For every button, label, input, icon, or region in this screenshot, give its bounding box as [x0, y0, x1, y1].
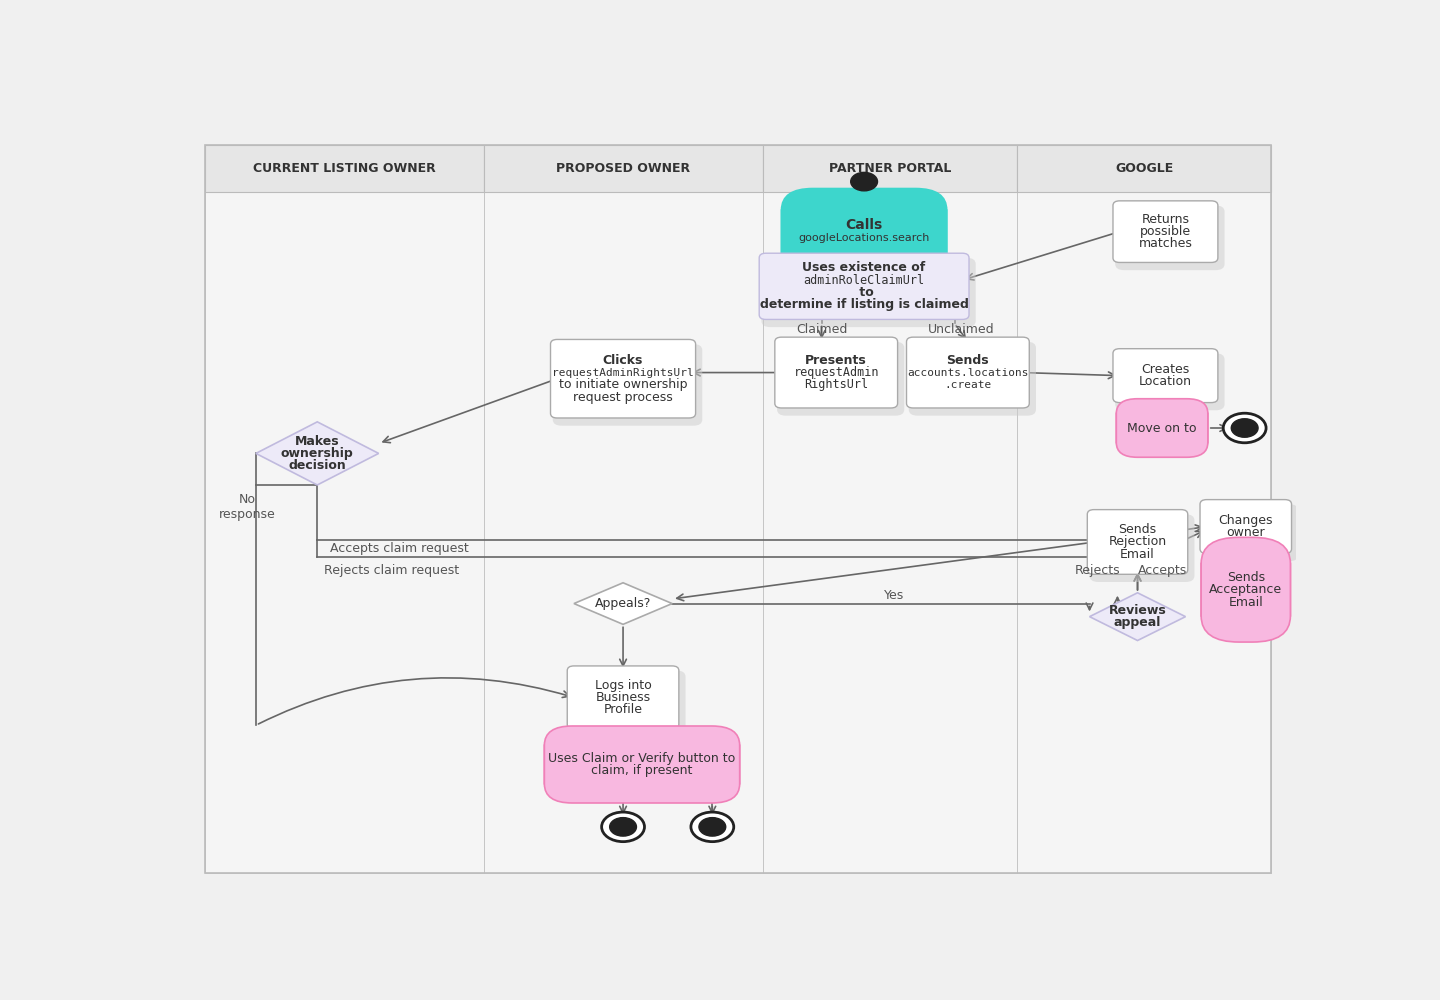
- Circle shape: [609, 818, 636, 836]
- FancyBboxPatch shape: [484, 192, 763, 873]
- Text: request process: request process: [573, 391, 672, 404]
- Polygon shape: [256, 422, 379, 485]
- Text: Sends: Sends: [946, 354, 989, 367]
- Text: Sends: Sends: [1119, 523, 1156, 536]
- FancyBboxPatch shape: [1115, 205, 1224, 270]
- Text: .create: .create: [945, 380, 992, 390]
- Text: Sends: Sends: [1227, 571, 1264, 584]
- Text: Move on to: Move on to: [1128, 422, 1197, 434]
- FancyBboxPatch shape: [569, 671, 685, 737]
- FancyBboxPatch shape: [484, 145, 763, 192]
- Text: Uses Claim or Verify button to: Uses Claim or Verify button to: [549, 752, 736, 765]
- Text: accounts.locations: accounts.locations: [907, 368, 1028, 378]
- FancyBboxPatch shape: [782, 189, 946, 275]
- Polygon shape: [575, 583, 672, 624]
- FancyBboxPatch shape: [759, 253, 969, 319]
- Text: possible: possible: [1140, 225, 1191, 238]
- Circle shape: [698, 818, 726, 836]
- Text: Presents: Presents: [805, 354, 867, 367]
- FancyBboxPatch shape: [762, 258, 976, 327]
- Text: Accepts claim request: Accepts claim request: [330, 542, 469, 555]
- Text: Logs into: Logs into: [595, 679, 651, 692]
- Circle shape: [851, 172, 877, 191]
- Text: Calls: Calls: [845, 218, 883, 232]
- FancyBboxPatch shape: [909, 342, 1035, 416]
- Text: appeal: appeal: [1115, 616, 1161, 629]
- Text: Accepts: Accepts: [1138, 564, 1187, 577]
- FancyBboxPatch shape: [763, 192, 1017, 873]
- FancyBboxPatch shape: [1017, 192, 1272, 873]
- FancyBboxPatch shape: [1202, 504, 1299, 561]
- Text: Email: Email: [1120, 548, 1155, 561]
- Text: Location: Location: [1139, 375, 1192, 388]
- FancyBboxPatch shape: [544, 726, 740, 803]
- Text: Acceptance: Acceptance: [1210, 583, 1283, 596]
- Text: Yes: Yes: [884, 589, 904, 602]
- FancyBboxPatch shape: [1115, 353, 1224, 410]
- Text: owner: owner: [1227, 526, 1266, 539]
- Text: Uses existence of: Uses existence of: [802, 261, 926, 274]
- Text: Email: Email: [1228, 596, 1263, 609]
- Circle shape: [1223, 413, 1266, 443]
- FancyBboxPatch shape: [544, 745, 740, 784]
- Text: Appeals?: Appeals?: [595, 597, 651, 610]
- Polygon shape: [1090, 593, 1185, 641]
- FancyBboxPatch shape: [1113, 201, 1218, 262]
- Text: Makes: Makes: [295, 435, 340, 448]
- FancyBboxPatch shape: [1090, 514, 1194, 582]
- Text: Clicks: Clicks: [603, 354, 644, 367]
- Text: matches: matches: [1139, 237, 1192, 250]
- FancyBboxPatch shape: [550, 339, 696, 418]
- Text: No
response: No response: [219, 493, 275, 521]
- FancyBboxPatch shape: [567, 666, 678, 729]
- Circle shape: [691, 812, 734, 842]
- FancyBboxPatch shape: [1017, 145, 1272, 192]
- Text: googleLocations.search: googleLocations.search: [798, 233, 930, 243]
- Text: Business: Business: [596, 691, 651, 704]
- FancyBboxPatch shape: [1200, 500, 1292, 554]
- Text: PARTNER PORTAL: PARTNER PORTAL: [828, 162, 950, 175]
- Text: CURRENT LISTING OWNER: CURRENT LISTING OWNER: [252, 162, 435, 175]
- Text: adminRoleClaimUrl: adminRoleClaimUrl: [804, 274, 924, 287]
- FancyBboxPatch shape: [907, 337, 1030, 408]
- Text: claim, if present: claim, if present: [592, 764, 693, 777]
- FancyBboxPatch shape: [204, 192, 484, 873]
- Text: Creates: Creates: [1142, 363, 1189, 376]
- Text: Changes: Changes: [1218, 514, 1273, 527]
- FancyBboxPatch shape: [1116, 413, 1208, 443]
- FancyBboxPatch shape: [1201, 564, 1290, 616]
- Text: determine if listing is claimed: determine if listing is claimed: [760, 298, 969, 311]
- Circle shape: [1231, 419, 1259, 437]
- Text: to: to: [855, 286, 874, 299]
- FancyBboxPatch shape: [1113, 349, 1218, 403]
- FancyBboxPatch shape: [204, 145, 484, 192]
- FancyBboxPatch shape: [763, 145, 1017, 192]
- Text: Claimed: Claimed: [796, 323, 847, 336]
- Text: requestAdminRightsUrl: requestAdminRightsUrl: [552, 368, 694, 378]
- Circle shape: [602, 812, 645, 842]
- Text: to initiate ownership: to initiate ownership: [559, 378, 687, 391]
- Text: Unclaimed: Unclaimed: [927, 323, 995, 336]
- FancyBboxPatch shape: [1201, 537, 1290, 642]
- FancyBboxPatch shape: [1087, 510, 1188, 574]
- FancyBboxPatch shape: [778, 342, 904, 416]
- Text: Returns: Returns: [1142, 213, 1189, 226]
- Text: requestAdmin: requestAdmin: [793, 366, 878, 379]
- Text: Rejection: Rejection: [1109, 535, 1166, 548]
- Text: GOOGLE: GOOGLE: [1115, 162, 1174, 175]
- Text: Profile: Profile: [603, 703, 642, 716]
- Text: Reviews: Reviews: [1109, 604, 1166, 617]
- Text: ownership: ownership: [281, 447, 354, 460]
- Text: decision: decision: [288, 459, 346, 472]
- FancyBboxPatch shape: [553, 344, 703, 426]
- FancyBboxPatch shape: [775, 337, 897, 408]
- Text: PROPOSED OWNER: PROPOSED OWNER: [556, 162, 690, 175]
- Text: Rejects claim request: Rejects claim request: [324, 564, 459, 577]
- Text: RightsUrl: RightsUrl: [804, 378, 868, 391]
- Text: Rejects: Rejects: [1074, 564, 1120, 577]
- FancyBboxPatch shape: [1116, 399, 1208, 457]
- FancyBboxPatch shape: [782, 210, 946, 253]
